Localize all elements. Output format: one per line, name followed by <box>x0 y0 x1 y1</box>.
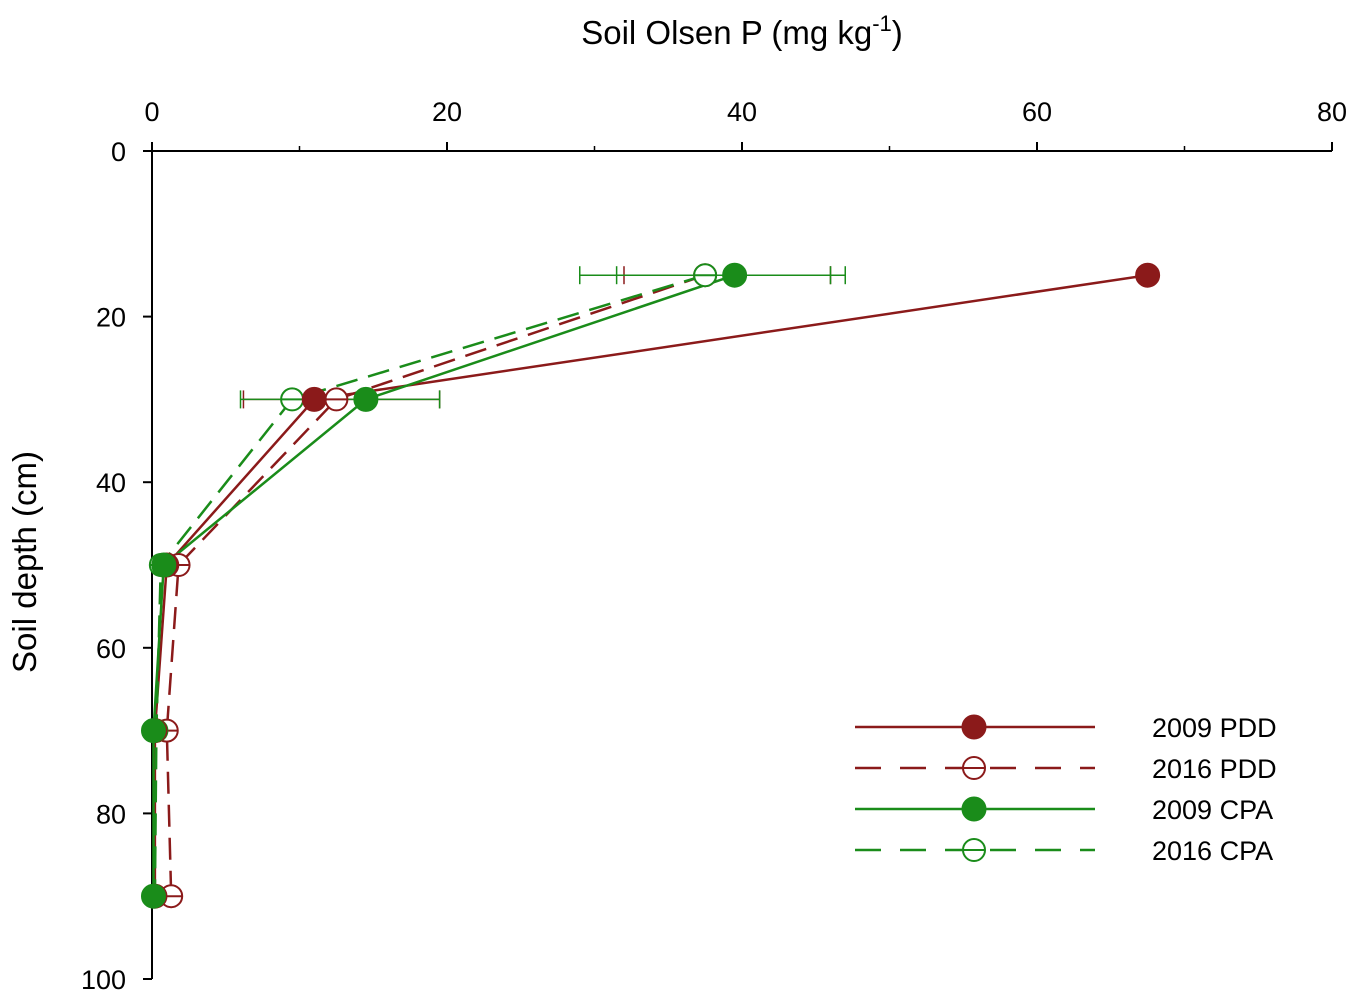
y-tick-label: 40 <box>96 468 126 498</box>
y-tick-label: 0 <box>111 137 126 167</box>
data-point <box>140 883 166 909</box>
data-point <box>151 552 177 578</box>
data-point <box>140 718 166 744</box>
error-bars <box>239 266 846 409</box>
legend: 2009 PDD 2016 PDD 2009 CPA 2016 CPA <box>855 713 1277 866</box>
legend-marker <box>961 796 987 822</box>
legend-marker <box>961 714 987 740</box>
data-point <box>722 262 748 288</box>
legend-entry: 2009 PDD <box>855 713 1277 743</box>
x-axis-title: Soil Olsen P (mg kg-1) <box>581 11 903 51</box>
series-line-1 <box>165 274 706 897</box>
series-line-2 <box>152 274 735 897</box>
legend-marker <box>962 838 986 862</box>
series-markers <box>140 262 1161 909</box>
legend-label: 2009 CPA <box>1152 795 1273 825</box>
data-point <box>280 387 305 412</box>
data-point <box>353 386 379 412</box>
x-tick-label: 20 <box>432 97 462 127</box>
data-point <box>693 263 718 288</box>
x-tick-label: 40 <box>727 97 757 127</box>
legend-entry: 2016 CPA <box>855 836 1273 866</box>
y-axis-title: Soil depth (cm) <box>6 451 43 673</box>
x-tick-label: 0 <box>144 97 159 127</box>
legend-label: 2016 PDD <box>1152 754 1277 784</box>
series-line-3 <box>153 274 706 897</box>
y-tick-label: 20 <box>96 303 126 333</box>
legend-label: 2016 CPA <box>1152 836 1273 866</box>
y-tick-label: 60 <box>96 634 126 664</box>
y-tick-label: 100 <box>81 965 126 995</box>
data-point <box>301 386 327 412</box>
legend-label: 2009 PDD <box>1152 713 1277 743</box>
y-tick-label: 80 <box>96 799 126 829</box>
data-point <box>324 387 349 412</box>
series-lines <box>152 273 1148 897</box>
axes: 0 20 40 60 80 0 20 40 60 80 100 <box>81 97 1347 995</box>
series-line-0 <box>153 273 1148 897</box>
legend-entry: 2016 PDD <box>855 754 1277 784</box>
data-point <box>1135 262 1161 288</box>
x-tick-label: 80 <box>1317 97 1347 127</box>
legend-entry: 2009 CPA <box>855 795 1273 825</box>
legend-marker <box>962 756 986 780</box>
x-tick-label: 60 <box>1022 97 1052 127</box>
